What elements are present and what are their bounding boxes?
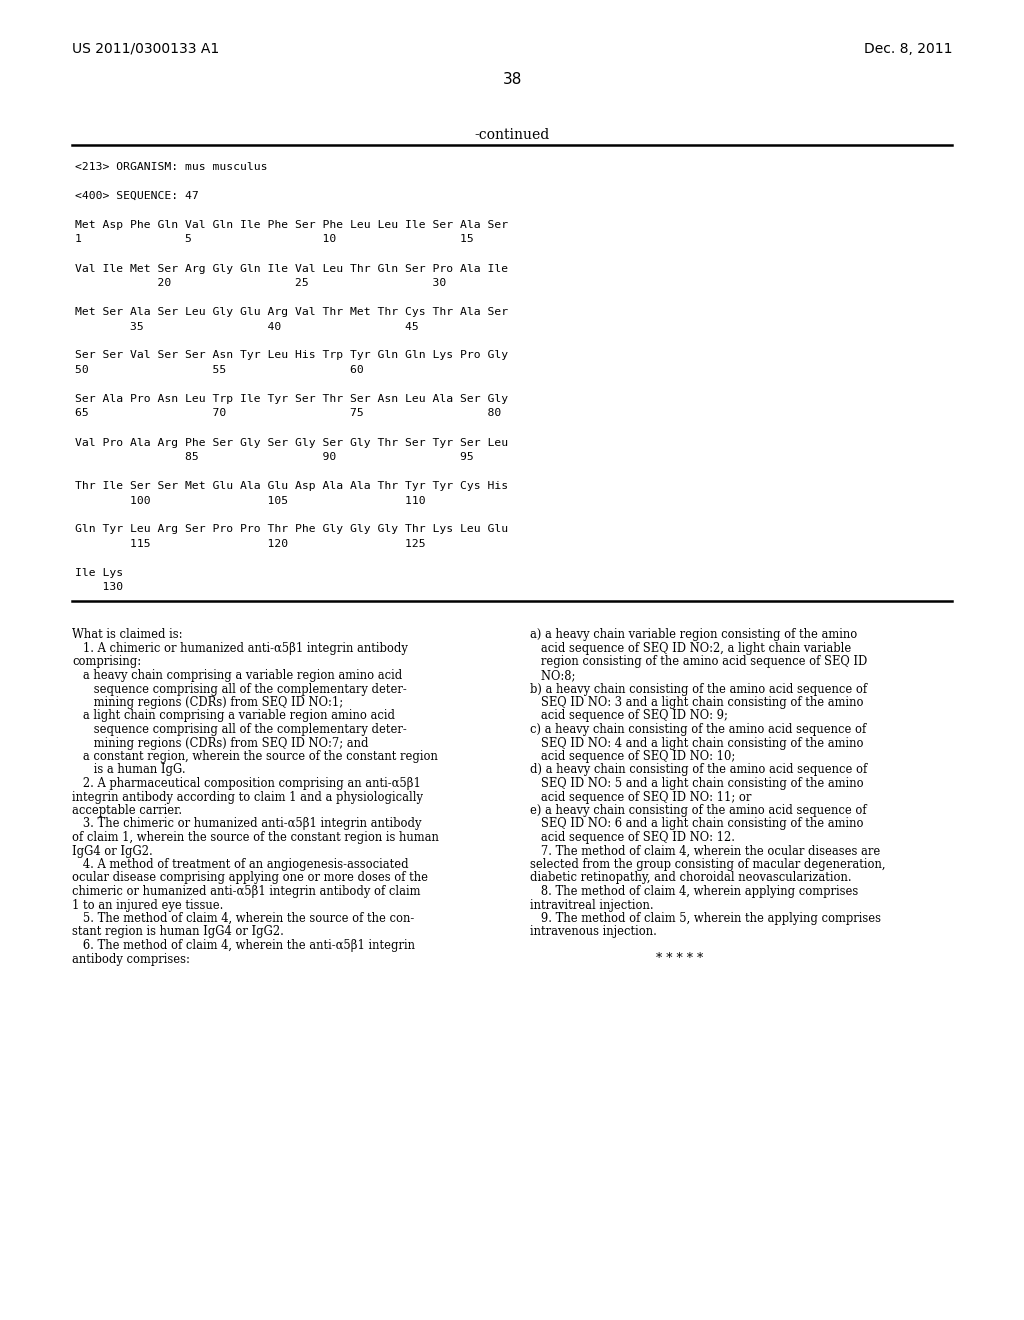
Text: 100                 105                 110: 100 105 110 (75, 495, 426, 506)
Text: mining regions (CDRs) from SEQ ID NO:7; and: mining regions (CDRs) from SEQ ID NO:7; … (72, 737, 369, 750)
Text: mining regions (CDRs) from SEQ ID NO:1;: mining regions (CDRs) from SEQ ID NO:1; (72, 696, 343, 709)
Text: 6. The method of claim 4, wherein the anti-α5β1 integrin: 6. The method of claim 4, wherein the an… (72, 939, 415, 952)
Text: a) a heavy chain variable region consisting of the amino: a) a heavy chain variable region consist… (530, 628, 857, 642)
Text: acid sequence of SEQ ID NO:2, a light chain variable: acid sequence of SEQ ID NO:2, a light ch… (530, 642, 851, 655)
Text: e) a heavy chain consisting of the amino acid sequence of: e) a heavy chain consisting of the amino… (530, 804, 866, 817)
Text: 1 to an injured eye tissue.: 1 to an injured eye tissue. (72, 899, 223, 912)
Text: a constant region, wherein the source of the constant region: a constant region, wherein the source of… (72, 750, 438, 763)
Text: 130: 130 (75, 582, 123, 593)
Text: NO:8;: NO:8; (530, 669, 575, 682)
Text: Ser Ala Pro Asn Leu Trp Ile Tyr Ser Thr Ser Asn Leu Ala Ser Gly: Ser Ala Pro Asn Leu Trp Ile Tyr Ser Thr … (75, 393, 508, 404)
Text: acceptable carrier.: acceptable carrier. (72, 804, 182, 817)
Text: 35                  40                  45: 35 40 45 (75, 322, 419, 331)
Text: Ser Ser Val Ser Ser Asn Tyr Leu His Trp Tyr Gln Gln Lys Pro Gly: Ser Ser Val Ser Ser Asn Tyr Leu His Trp … (75, 351, 508, 360)
Text: a heavy chain comprising a variable region amino acid: a heavy chain comprising a variable regi… (72, 669, 402, 682)
Text: comprising:: comprising: (72, 656, 141, 668)
Text: is a human IgG.: is a human IgG. (72, 763, 185, 776)
Text: IgG4 or IgG2.: IgG4 or IgG2. (72, 845, 153, 858)
Text: SEQ ID NO: 3 and a light chain consisting of the amino: SEQ ID NO: 3 and a light chain consistin… (530, 696, 863, 709)
Text: 1. A chimeric or humanized anti-α5β1 integrin antibody: 1. A chimeric or humanized anti-α5β1 int… (72, 642, 408, 655)
Text: US 2011/0300133 A1: US 2011/0300133 A1 (72, 42, 219, 55)
Text: region consisting of the amino acid sequence of SEQ ID: region consisting of the amino acid sequ… (530, 656, 867, 668)
Text: * * * * *: * * * * * (656, 953, 703, 965)
Text: acid sequence of SEQ ID NO: 11; or: acid sequence of SEQ ID NO: 11; or (530, 791, 752, 804)
Text: acid sequence of SEQ ID NO: 9;: acid sequence of SEQ ID NO: 9; (530, 710, 728, 722)
Text: selected from the group consisting of macular degeneration,: selected from the group consisting of ma… (530, 858, 886, 871)
Text: SEQ ID NO: 4 and a light chain consisting of the amino: SEQ ID NO: 4 and a light chain consistin… (530, 737, 863, 750)
Text: Val Ile Met Ser Arg Gly Gln Ile Val Leu Thr Gln Ser Pro Ala Ile: Val Ile Met Ser Arg Gly Gln Ile Val Leu … (75, 264, 508, 273)
Text: Dec. 8, 2011: Dec. 8, 2011 (863, 42, 952, 55)
Text: What is claimed is:: What is claimed is: (72, 628, 182, 642)
Text: <213> ORGANISM: mus musculus: <213> ORGANISM: mus musculus (75, 162, 267, 172)
Text: integrin antibody according to claim 1 and a physiologically: integrin antibody according to claim 1 a… (72, 791, 423, 804)
Text: sequence comprising all of the complementary deter-: sequence comprising all of the complemen… (72, 723, 407, 737)
Text: 20                  25                  30: 20 25 30 (75, 279, 446, 288)
Text: 65                  70                  75                  80: 65 70 75 80 (75, 408, 502, 418)
Text: stant region is human IgG4 or IgG2.: stant region is human IgG4 or IgG2. (72, 925, 284, 939)
Text: Met Ser Ala Ser Leu Gly Glu Arg Val Thr Met Thr Cys Thr Ala Ser: Met Ser Ala Ser Leu Gly Glu Arg Val Thr … (75, 308, 508, 317)
Text: SEQ ID NO: 5 and a light chain consisting of the amino: SEQ ID NO: 5 and a light chain consistin… (530, 777, 863, 789)
Text: intravenous injection.: intravenous injection. (530, 925, 656, 939)
Text: acid sequence of SEQ ID NO: 12.: acid sequence of SEQ ID NO: 12. (530, 832, 735, 843)
Text: 38: 38 (503, 73, 521, 87)
Text: intravitreal injection.: intravitreal injection. (530, 899, 653, 912)
Text: sequence comprising all of the complementary deter-: sequence comprising all of the complemen… (72, 682, 407, 696)
Text: 85                  90                  95: 85 90 95 (75, 451, 474, 462)
Text: of claim 1, wherein the source of the constant region is human: of claim 1, wherein the source of the co… (72, 832, 439, 843)
Text: a light chain comprising a variable region amino acid: a light chain comprising a variable regi… (72, 710, 395, 722)
Text: ocular disease comprising applying one or more doses of the: ocular disease comprising applying one o… (72, 871, 428, 884)
Text: Met Asp Phe Gln Val Gln Ile Phe Ser Phe Leu Leu Ile Ser Ala Ser: Met Asp Phe Gln Val Gln Ile Phe Ser Phe … (75, 220, 508, 230)
Text: 9. The method of claim 5, wherein the applying comprises: 9. The method of claim 5, wherein the ap… (530, 912, 881, 925)
Text: b) a heavy chain consisting of the amino acid sequence of: b) a heavy chain consisting of the amino… (530, 682, 867, 696)
Text: Gln Tyr Leu Arg Ser Pro Pro Thr Phe Gly Gly Gly Thr Lys Leu Glu: Gln Tyr Leu Arg Ser Pro Pro Thr Phe Gly … (75, 524, 508, 535)
Text: c) a heavy chain consisting of the amino acid sequence of: c) a heavy chain consisting of the amino… (530, 723, 866, 737)
Text: Thr Ile Ser Ser Met Glu Ala Glu Asp Ala Ala Thr Tyr Tyr Cys His: Thr Ile Ser Ser Met Glu Ala Glu Asp Ala … (75, 480, 508, 491)
Text: 2. A pharmaceutical composition comprising an anti-α5β1: 2. A pharmaceutical composition comprisi… (72, 777, 421, 789)
Text: Val Pro Ala Arg Phe Ser Gly Ser Gly Ser Gly Thr Ser Tyr Ser Leu: Val Pro Ala Arg Phe Ser Gly Ser Gly Ser … (75, 437, 508, 447)
Text: 5. The method of claim 4, wherein the source of the con-: 5. The method of claim 4, wherein the so… (72, 912, 415, 925)
Text: -continued: -continued (474, 128, 550, 143)
Text: 7. The method of claim 4, wherein the ocular diseases are: 7. The method of claim 4, wherein the oc… (530, 845, 881, 858)
Text: 50                  55                  60: 50 55 60 (75, 366, 364, 375)
Text: acid sequence of SEQ ID NO: 10;: acid sequence of SEQ ID NO: 10; (530, 750, 735, 763)
Text: diabetic retinopathy, and choroidal neovascularization.: diabetic retinopathy, and choroidal neov… (530, 871, 852, 884)
Text: 115                 120                 125: 115 120 125 (75, 539, 426, 549)
Text: 1               5                   10                  15: 1 5 10 15 (75, 235, 474, 244)
Text: SEQ ID NO: 6 and a light chain consisting of the amino: SEQ ID NO: 6 and a light chain consistin… (530, 817, 863, 830)
Text: antibody comprises:: antibody comprises: (72, 953, 189, 965)
Text: 8. The method of claim 4, wherein applying comprises: 8. The method of claim 4, wherein applyi… (530, 884, 858, 898)
Text: 4. A method of treatment of an angiogenesis-associated: 4. A method of treatment of an angiogene… (72, 858, 409, 871)
Text: <400> SEQUENCE: 47: <400> SEQUENCE: 47 (75, 191, 199, 201)
Text: 3. The chimeric or humanized anti-α5β1 integrin antibody: 3. The chimeric or humanized anti-α5β1 i… (72, 817, 422, 830)
Text: d) a heavy chain consisting of the amino acid sequence of: d) a heavy chain consisting of the amino… (530, 763, 867, 776)
Text: chimeric or humanized anti-α5β1 integrin antibody of claim: chimeric or humanized anti-α5β1 integrin… (72, 884, 421, 898)
Text: Ile Lys: Ile Lys (75, 568, 123, 578)
